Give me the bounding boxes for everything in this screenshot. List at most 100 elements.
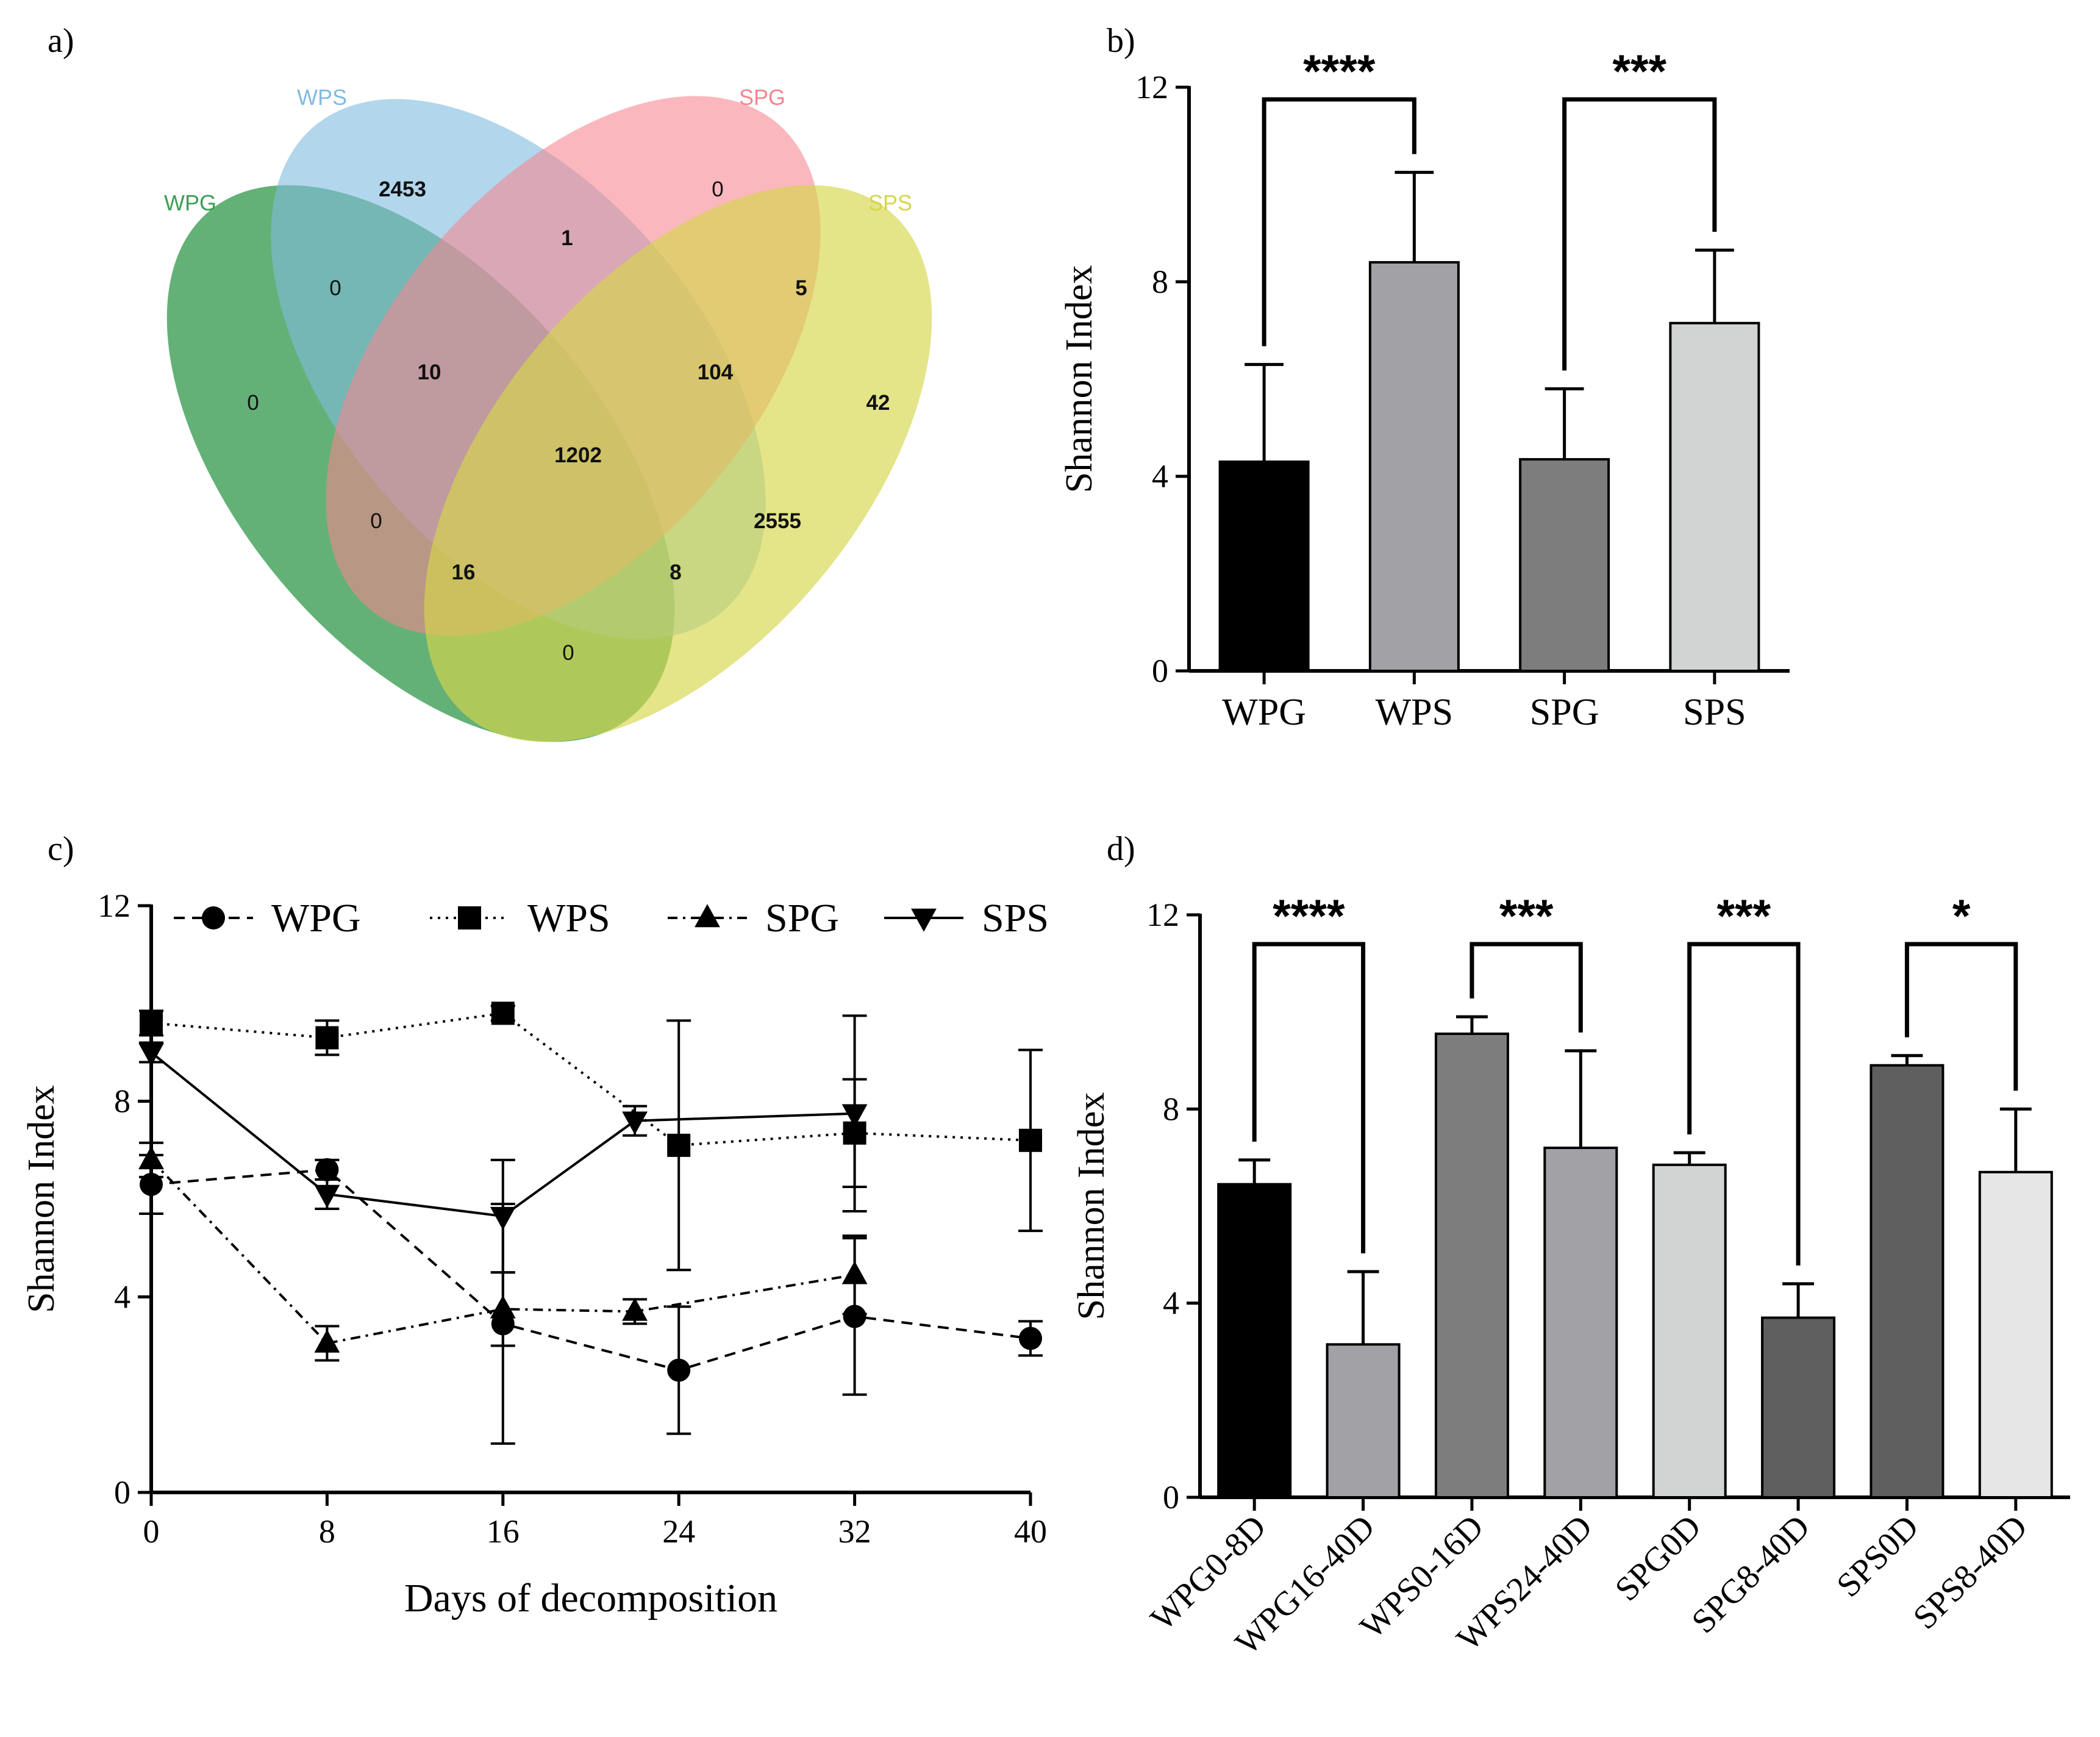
b-y-axis-label: Shannon Index (1059, 265, 1100, 493)
c-point-wpg-0 (140, 1172, 163, 1196)
d-bar-2 (1434, 1032, 1509, 1499)
b-bar-0 (1218, 460, 1310, 672)
venn-region-wps-only: 2453 (379, 177, 426, 201)
c-point-wpg-4 (843, 1305, 866, 1328)
b-sig-label-0: **** (1303, 46, 1376, 98)
b-y-tick-label-1: 4 (1152, 458, 1168, 495)
d-sig-bracket-2 (1687, 942, 1801, 1266)
d-bar-6 (1870, 1064, 1945, 1499)
b-bar-1 (1368, 261, 1460, 673)
c-point-spg-2 (490, 1295, 516, 1319)
c-point-sps-3 (622, 1111, 648, 1135)
venn-set-label-wpg: WPG (164, 190, 216, 215)
c-y-tick-label-0: 0 (114, 1474, 130, 1511)
c-point-wpg-1 (315, 1158, 339, 1181)
venn-region-wpg-sps: 0 (562, 641, 574, 665)
chart-c-line: 0 4 8 12 Shannon Index 0 8 16 24 32 40 Days of deco… (21, 887, 1049, 1621)
c-point-spg-0 (138, 1146, 164, 1170)
c-y-tick-label-2: 8 (114, 1083, 130, 1120)
d-sig-label-2: *** (1717, 890, 1771, 942)
d-sig-label-0: **** (1273, 890, 1345, 942)
c-x-tick-label-0: 0 (143, 1513, 160, 1550)
venn-diagram: WPG WPS SPG SPS 2453 0 0 42 1 0 5 10 104… (164, 85, 932, 742)
c-point-sps-4 (841, 1104, 868, 1128)
d-sig-label-3: * (1952, 890, 1971, 942)
venn-region-wps-spg: 1 (561, 226, 573, 250)
venn-region-wpg-spg: 0 (370, 509, 382, 533)
c-legend-marker-sps (911, 908, 937, 932)
c-legend-label-spg: SPG (765, 896, 839, 940)
c-point-wpg-3 (667, 1358, 691, 1382)
venn-region-wpg-wps-spg: 10 (418, 360, 441, 384)
venn-region-wpg-wps: 0 (329, 276, 341, 300)
b-x-tick-label-2: SPG (1530, 692, 1599, 733)
d-bar-3 (1543, 1147, 1618, 1499)
venn-region-wpg-wps-sps: 8 (670, 560, 681, 584)
panel-label-a: a) (48, 22, 74, 60)
c-x-tick-label-5: 40 (1014, 1513, 1047, 1550)
c-y-axis-label: Shannon Index (21, 1085, 62, 1313)
b-y-tick-label-2: 8 (1152, 263, 1168, 300)
d-sig-bracket-0 (1252, 942, 1366, 1253)
d-bar-0 (1217, 1183, 1292, 1499)
venn-region-spg-sps: 5 (795, 276, 807, 300)
c-point-wps-0 (140, 1011, 163, 1035)
venn-set-label-spg: SPG (739, 85, 785, 110)
b-x-tick-label-3: SPS (1683, 692, 1746, 733)
venn-ellipse-sps (424, 185, 932, 742)
b-bar-2 (1519, 458, 1610, 673)
c-legend-marker-wps (458, 906, 481, 929)
venn-region-wpg-only: 0 (247, 391, 259, 415)
c-point-wps-1 (315, 1026, 339, 1050)
c-point-sps-2 (490, 1206, 516, 1230)
b-x-tick-label-0: WPG (1222, 692, 1306, 733)
panel-label-b: b) (1107, 22, 1135, 60)
c-series-line-wpg (151, 1168, 1031, 1372)
d-bar-7 (1978, 1170, 2053, 1499)
panel-label-d: d) (1107, 830, 1135, 868)
c-point-wps-2 (491, 1001, 515, 1025)
c-legend-marker-wpg (202, 906, 225, 929)
c-x-tick-label-1: 8 (319, 1513, 335, 1550)
c-point-sps-1 (314, 1184, 340, 1208)
d-y-tick-label-2: 8 (1163, 1091, 1179, 1127)
d-sig-bracket-3 (1904, 942, 2018, 1091)
d-x-tick-label-4: SPG0D (1608, 1508, 1709, 1608)
b-sig-label-1: *** (1612, 46, 1666, 98)
d-y-axis-label: Shannon Index (1071, 1092, 1112, 1320)
c-point-spg-1 (314, 1329, 340, 1353)
c-x-tick-label-2: 16 (487, 1513, 520, 1550)
d-y-tick-label-3: 12 (1146, 897, 1179, 933)
c-legend-label-sps: SPS (982, 896, 1049, 940)
c-x-tick-label-4: 32 (838, 1513, 871, 1550)
d-bar-4 (1652, 1163, 1727, 1499)
b-sig-bracket-1 (1562, 97, 1717, 371)
c-legend-marker-spg (695, 904, 720, 928)
b-y-tick-label-3: 12 (1135, 69, 1168, 106)
venn-region-sps-only: 42 (866, 391, 890, 415)
c-series-line-wps (151, 1012, 1031, 1147)
c-legend-label-wpg: WPG (271, 896, 361, 940)
b-bar-3 (1669, 321, 1760, 672)
venn-region-wpg-spg-sps: 16 (452, 560, 476, 584)
panel-label-c: c) (48, 830, 74, 868)
d-sig-label-1: *** (1499, 890, 1554, 942)
c-point-spg-3 (622, 1297, 648, 1321)
b-y-tick-label-0: 0 (1152, 653, 1168, 689)
c-y-tick-label-3: 12 (98, 887, 130, 924)
c-point-spg-4 (841, 1261, 868, 1284)
c-point-sps-0 (138, 1043, 164, 1067)
venn-region-spg-only: 0 (712, 177, 723, 201)
c-point-wps-3 (667, 1133, 691, 1157)
d-bar-1 (1326, 1343, 1401, 1499)
venn-set-label-wps: WPS (297, 85, 347, 110)
venn-region-wps-spg-sps: 104 (698, 360, 734, 384)
c-point-wpg-5 (1019, 1327, 1042, 1350)
c-point-wps-5 (1019, 1128, 1042, 1152)
c-legend-label-wps: WPS (527, 896, 610, 940)
d-bar-5 (1761, 1316, 1836, 1499)
c-y-tick-label-1: 4 (114, 1278, 130, 1315)
c-x-axis-label: Days of decomposition (404, 1576, 777, 1621)
